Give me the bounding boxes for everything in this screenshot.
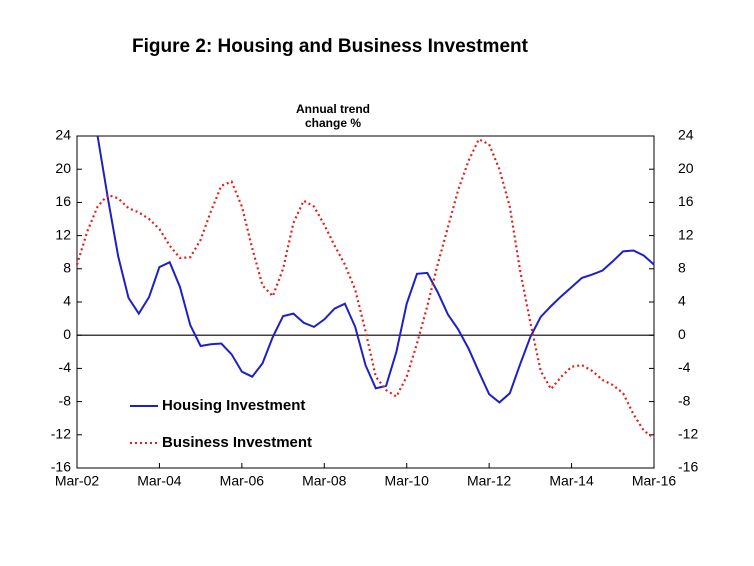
y-tick-label: 0 (63, 326, 71, 342)
legend-label: Housing Investment (162, 397, 305, 414)
y-tick-label: -16 (51, 459, 71, 475)
y-tick-label: -4 (59, 359, 72, 375)
y-tick-label: 24 (55, 127, 71, 143)
y2-tick-label: 4 (678, 293, 686, 309)
y-tick-label: 8 (63, 260, 71, 276)
y2-tick-label: -4 (678, 359, 691, 375)
y2-tick-label: 16 (678, 193, 694, 209)
x-tick-label: Mar-04 (137, 473, 182, 489)
y-tick-label: 16 (55, 193, 71, 209)
x-tick-label: Mar-10 (385, 473, 430, 489)
series-line (96, 135, 655, 404)
y-tick-label: -8 (59, 392, 72, 408)
y2-tick-label: 8 (678, 260, 686, 276)
legend-label: Business Investment (162, 434, 312, 451)
x-tick-label: Mar-02 (55, 473, 100, 489)
y-axis-label: Annual trend change % (296, 102, 370, 130)
x-tick-label: Mar-12 (467, 473, 512, 489)
x-tick-label: Mar-06 (220, 473, 265, 489)
y-tick-label: 12 (55, 226, 71, 242)
series-line (75, 137, 655, 439)
y2-tick-label: 12 (678, 226, 694, 242)
chart-title: Figure 2: Housing and Business Investmen… (132, 36, 529, 57)
y2-tick-label: -8 (678, 392, 691, 408)
y2-tick-label: -16 (678, 459, 698, 475)
y2-tick-label: 0 (678, 326, 686, 342)
y2-tick-label: -12 (678, 426, 698, 442)
y2-tick-label: 24 (678, 127, 694, 143)
x-tick-label: Mar-16 (632, 473, 677, 489)
y2-tick-label: 20 (678, 160, 694, 176)
x-tick-label: Mar-14 (549, 473, 594, 489)
y-tick-label: 4 (63, 293, 71, 309)
y-tick-label: 20 (55, 160, 71, 176)
y-tick-label: -12 (51, 426, 71, 442)
plot-frame (76, 135, 655, 469)
x-tick-label: Mar-08 (302, 473, 347, 489)
